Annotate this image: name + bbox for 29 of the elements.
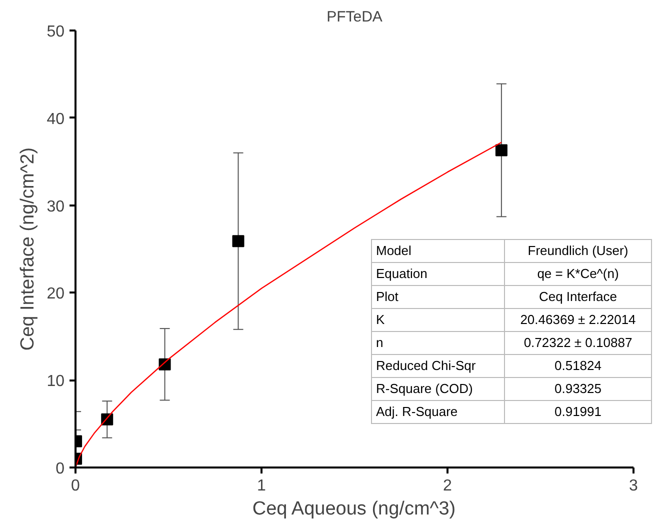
chart-title: PFTeDA: [326, 8, 382, 26]
y-tick-label: 50: [46, 24, 65, 40]
x-tick-label: 2: [443, 478, 452, 494]
annotation: 0.72322 ± 0.10887: [504, 332, 652, 354]
annotation: Ceq Interface: [504, 286, 652, 308]
y-tick-label: 10: [46, 373, 65, 390]
x-tick-label: 3: [629, 478, 638, 494]
annotation: K: [372, 308, 504, 332]
y-tick-label: 20: [46, 286, 65, 303]
annotation: R-Square (COD): [372, 378, 504, 400]
annotation: Equation: [372, 262, 504, 286]
annotation: Plot: [372, 286, 504, 308]
annotation: Reduced Chi-Sqr: [372, 354, 504, 378]
annotation: Freundlich (User): [504, 240, 652, 262]
annotation: 0.93325: [504, 378, 652, 400]
x-tick-label: 1: [257, 478, 266, 494]
annotation: n: [372, 332, 504, 354]
x-tick-label: 0: [71, 478, 80, 494]
annotation: Model: [372, 240, 504, 262]
y-axis-title: Ceq Interface (ng/cm^2): [18, 147, 39, 351]
y-tick-label: 40: [46, 110, 65, 128]
y-tick-label: 30: [46, 198, 65, 216]
annotation: qe = K*Ce^(n): [504, 262, 652, 286]
x-axis-title: Ceq Aqueous (ng/cm^3): [252, 498, 456, 520]
annotation: Adj. R-Square: [372, 400, 504, 424]
y-tick-label: 0: [56, 460, 65, 478]
annotation: 20.46369 ± 2.22014: [504, 308, 652, 332]
annotation: 0.91991: [504, 400, 652, 424]
annotation: 0.51824: [504, 354, 652, 378]
